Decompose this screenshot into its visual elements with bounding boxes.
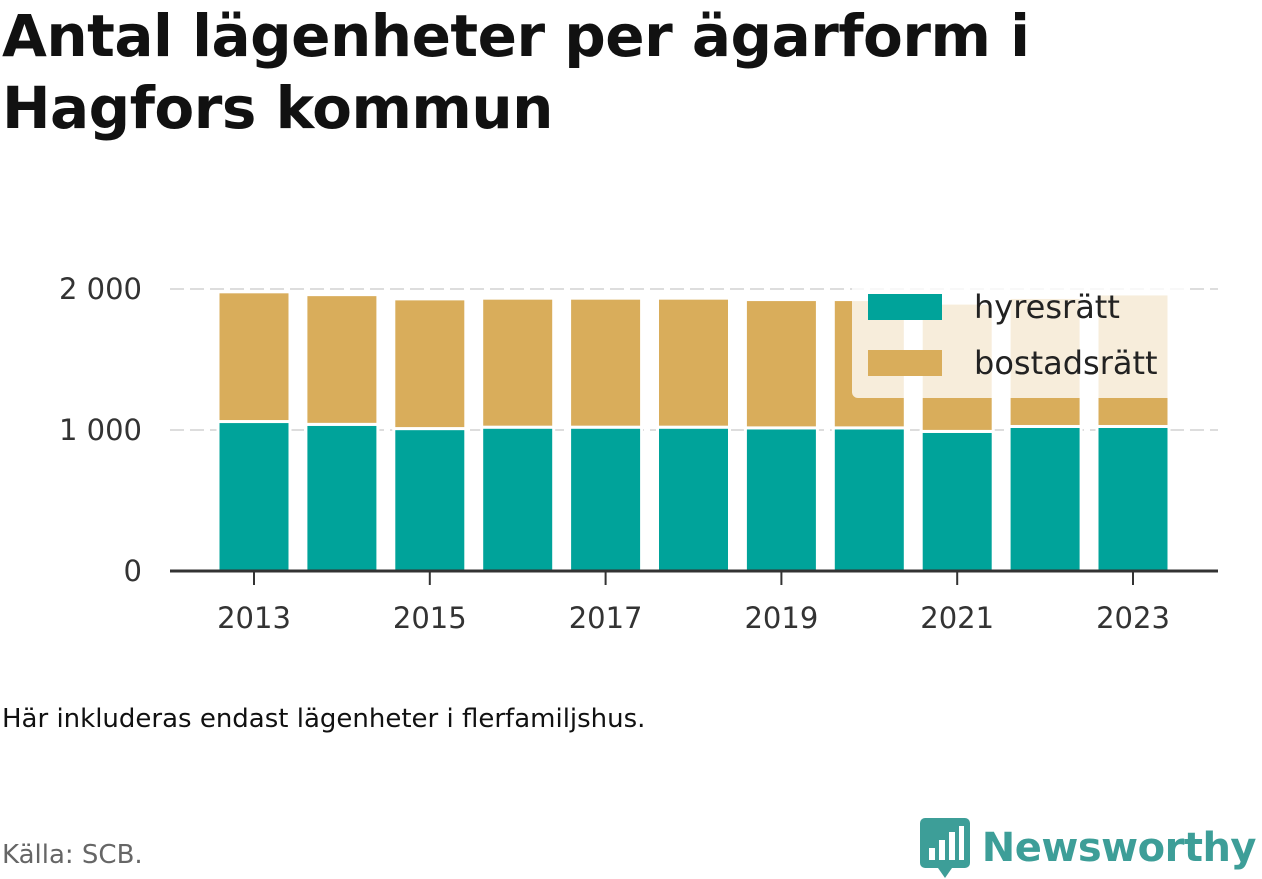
bar-hyresratt-2017 — [568, 425, 644, 573]
legend-label: bostadsrätt — [974, 344, 1158, 382]
x-tick-label: 2015 — [393, 601, 467, 635]
chart-logo-icon — [919, 818, 970, 878]
legend: hyresrätt bostadsrätt — [852, 283, 1190, 398]
bar-bostadsratt-2017 — [568, 296, 644, 429]
legend-label: hyresrätt — [974, 288, 1120, 326]
y-tick-label: 2 000 — [59, 272, 142, 306]
bar-hyresratt-2021 — [919, 429, 995, 573]
y-tick-label: 0 — [124, 554, 142, 588]
x-tick-label: 2017 — [569, 601, 643, 635]
brand-name: Newsworthy — [981, 825, 1257, 871]
source-text: Källa: SCB. — [2, 840, 143, 870]
bar-hyresratt-2018 — [656, 425, 731, 573]
bar-bostadsratt-2018 — [656, 296, 731, 429]
bar-hyresratt-2019 — [743, 426, 819, 573]
bar-bostadsratt-2013 — [216, 290, 292, 424]
bar-bostadsratt-2016 — [480, 296, 556, 429]
bar-hyresratt-2014 — [304, 422, 380, 573]
bar-hyresratt-2020 — [831, 426, 907, 573]
bar-hyresratt-2022 — [1007, 424, 1083, 573]
legend-swatch — [868, 294, 942, 320]
chart-title: Antal lägenheter per ägarform i Hagfors … — [2, 2, 1030, 142]
legend-swatch — [868, 350, 942, 376]
bar-bostadsratt-2019 — [743, 298, 819, 430]
bar-hyresratt-2023 — [1095, 424, 1171, 573]
bar-bostadsratt-2014 — [304, 293, 380, 426]
bar-hyresratt-2013 — [216, 420, 292, 573]
chart-note: Här inkluderas endast lägenheter i flerf… — [2, 704, 646, 734]
bar-bostadsratt-2015 — [392, 297, 468, 431]
y-tick-label: 1 000 — [59, 413, 142, 447]
x-tick-label: 2023 — [1096, 601, 1170, 635]
x-tick-label: 2019 — [744, 601, 818, 635]
bar-hyresratt-2016 — [480, 425, 556, 573]
newsworthy-logo: Newsworthy — [919, 818, 1257, 878]
bar-hyresratt-2015 — [392, 427, 468, 573]
x-tick-label: 2021 — [920, 601, 994, 635]
x-tick-label: 2013 — [217, 601, 291, 635]
axes: 0 1 000 2 000 2013 2015 2017 2019 2021 2023 — [59, 272, 1218, 635]
